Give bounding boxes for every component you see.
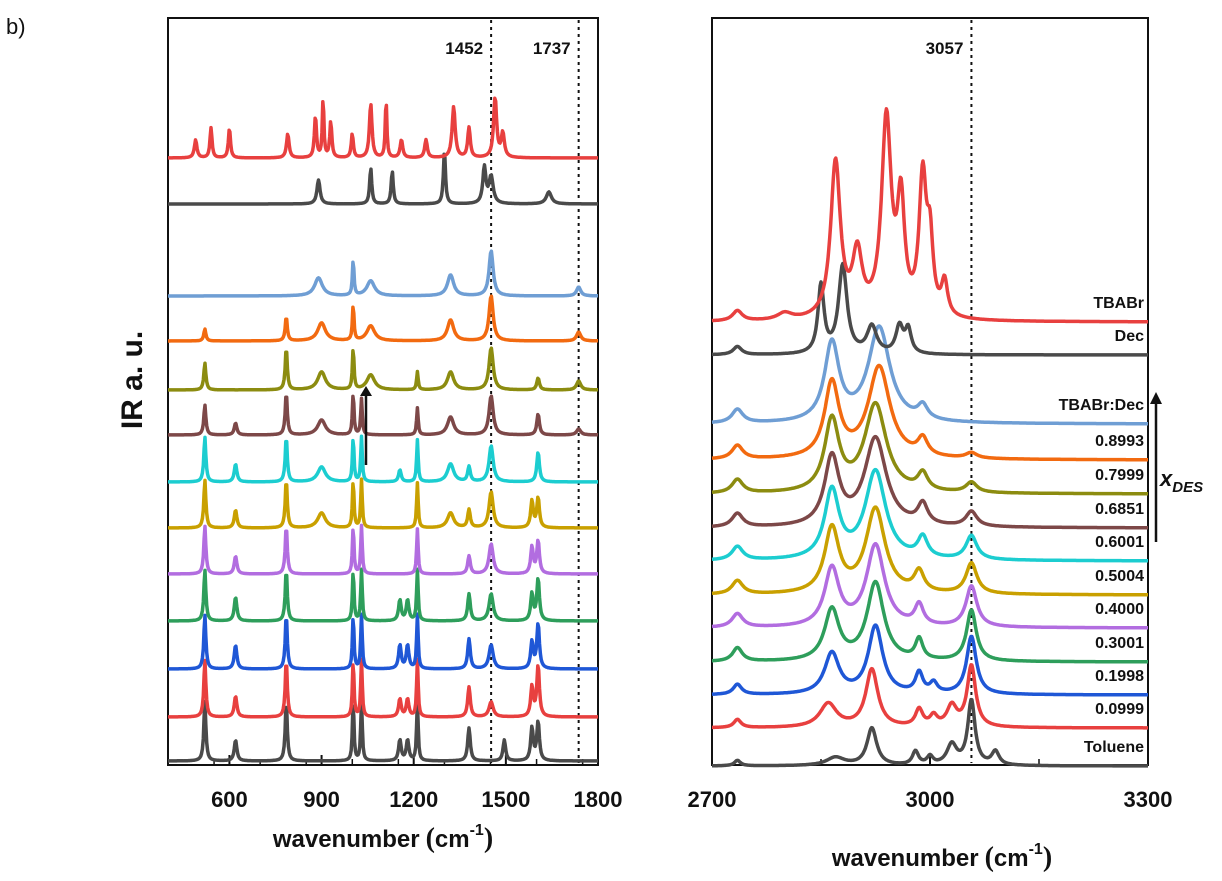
right-series-label-0-5004: 0.5004 [1095,568,1144,585]
right-direction-arrow [1150,392,1162,542]
right-series-label-0-6851: 0.6851 [1095,501,1144,518]
left-tick-label-1800: 1800 [574,787,623,812]
right-series-line-0-6001 [711,467,1149,563]
left-series-line-0-6851 [167,394,599,437]
left-y-axis-label: IR a. u. [116,331,149,429]
right-series-line-0-1998 [711,623,1149,697]
right-series-label-0-7999: 0.7999 [1095,467,1144,484]
left-series-line-0-6001 [167,434,599,484]
left-ref-label-1452: 1452 [445,39,483,58]
left-series-group [167,96,599,763]
right-series-label-dec: Dec [1115,328,1144,345]
right-series-label-0-6001: 0.6001 [1095,534,1144,551]
right-series-label-0-8993: 0.8993 [1095,433,1144,450]
right-series-line-0-7999 [711,400,1149,496]
right-series-label-tbabr-dec: TBABr:Dec [1059,397,1144,414]
left-tick-label-1500: 1500 [481,787,530,812]
right-direction-label: xDES [1159,466,1203,496]
left-series-line-tbabr [167,96,599,160]
right-series-line-toluene [711,697,1149,768]
left-series-line-0-1998 [167,612,599,671]
right-series-line-tbabr [711,107,1149,324]
right-panel: 2700 3000 3300 3057 Toluene 0.0999 0.1998 0.3… [688,17,1203,873]
right-series-line-0-3001 [711,579,1149,664]
left-tick-label-1200: 1200 [389,787,438,812]
right-ref-label-3057: 3057 [926,39,964,58]
left-direction-arrow [360,386,372,465]
left-x-ticks: 600 900 1200 1500 1800 [167,755,623,812]
left-tick-label-900: 900 [303,787,340,812]
left-panel: 600 900 1200 1500 1800 1452 1737 IR a. u. wav… [116,17,623,854]
right-tick-label-2700: 2700 [688,787,737,812]
right-series-label-tbabr: TBABr [1093,295,1144,312]
right-series-line-0-4000 [711,542,1149,630]
left-series-line-toluene [167,698,599,763]
right-series-label-0-4000: 0.4000 [1095,601,1144,618]
right-series-group [711,107,1149,768]
right-series-label-0-0999: 0.0999 [1095,701,1144,718]
left-series-line-0-8993 [167,294,599,343]
left-series-line-0-7999 [167,346,599,392]
left-x-axis-label: wavenumber (cm-1) [272,822,493,854]
right-reference-lines: 3057 [926,20,973,763]
right-series-label-0-1998: 0.1998 [1095,668,1144,685]
right-series-label-0-3001: 0.3001 [1095,635,1144,652]
left-reference-lines: 1452 1737 [445,20,580,763]
left-series-line-0-5004 [167,477,599,530]
right-x-ticks: 2700 3000 3300 [688,755,1173,812]
panel-label: b) [6,14,26,39]
right-series-line-0-0999 [711,663,1149,730]
left-ref-label-1737: 1737 [533,39,571,58]
right-series-labels: Toluene 0.0999 0.1998 0.3001 0.4000 0.5004 0.6… [1059,295,1144,756]
left-series-line-0-3001 [167,567,599,623]
right-plot-frame [711,17,1149,766]
left-series-line-0-0999 [167,657,599,719]
right-tick-label-3300: 3300 [1124,787,1173,812]
right-series-line-0-6851 [711,434,1149,530]
right-series-line-0-5004 [711,505,1149,597]
left-series-line-tbabr-dec [167,249,599,298]
right-series-line-0-8993 [711,363,1149,462]
right-series-line-tbabr-dec [711,324,1149,426]
left-series-line-0-4000 [167,523,599,576]
right-series-label-toluene: Toluene [1084,739,1144,756]
right-tick-label-3000: 3000 [906,787,955,812]
left-tick-label-600: 600 [211,787,248,812]
left-series-line-dec [167,152,599,206]
right-x-axis-label: wavenumber (cm-1) [831,841,1052,873]
right-series-line-dec [711,261,1149,357]
